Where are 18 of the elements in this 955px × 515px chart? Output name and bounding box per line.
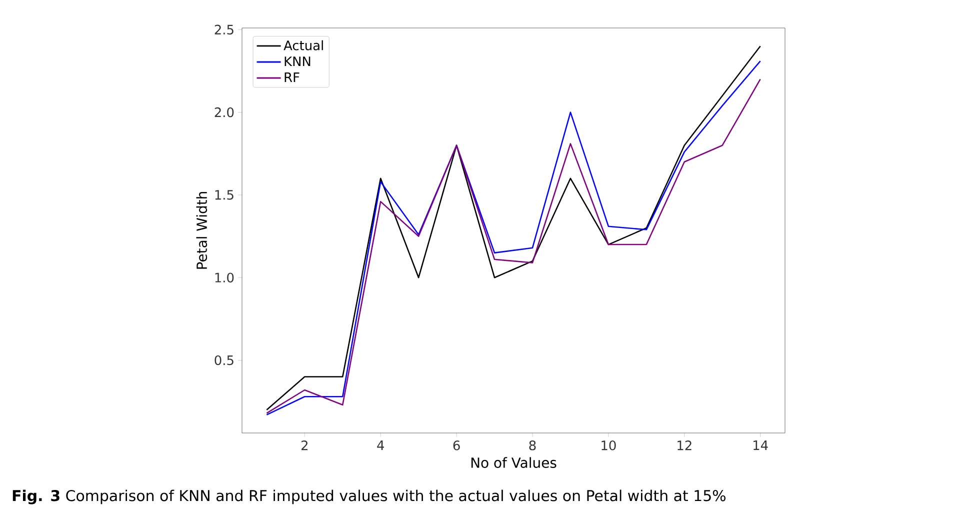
legend-label: KNN [284, 56, 310, 66]
y-tick-label: 0.5 [214, 355, 234, 366]
x-tick-label: 2 [301, 440, 308, 450]
y-tick-label: 1.5 [215, 190, 234, 200]
x-tick-label: 14 [754, 440, 768, 450]
text: Fig. 3 Comparison of KNN and RF imputed values with the actual values on Petal width at 15% [12, 490, 726, 504]
legend-label: Actual [284, 40, 323, 50]
y-axis-title: Petal Width [196, 192, 208, 269]
legend-label: RF [284, 72, 300, 82]
y-tick-label: 2.0 [214, 107, 234, 118]
x-tick-label: 12 [678, 440, 692, 450]
x-tick-label: 8 [529, 440, 536, 450]
x-tick-label: 6 [453, 440, 460, 450]
x-axis-title: No of Values [471, 457, 556, 468]
x-tick-label: 10 [602, 440, 616, 450]
x-tick-label: 4 [377, 440, 384, 450]
y-tick-label: 2.5 [214, 24, 234, 35]
y-tick-label: 1.0 [215, 272, 234, 282]
